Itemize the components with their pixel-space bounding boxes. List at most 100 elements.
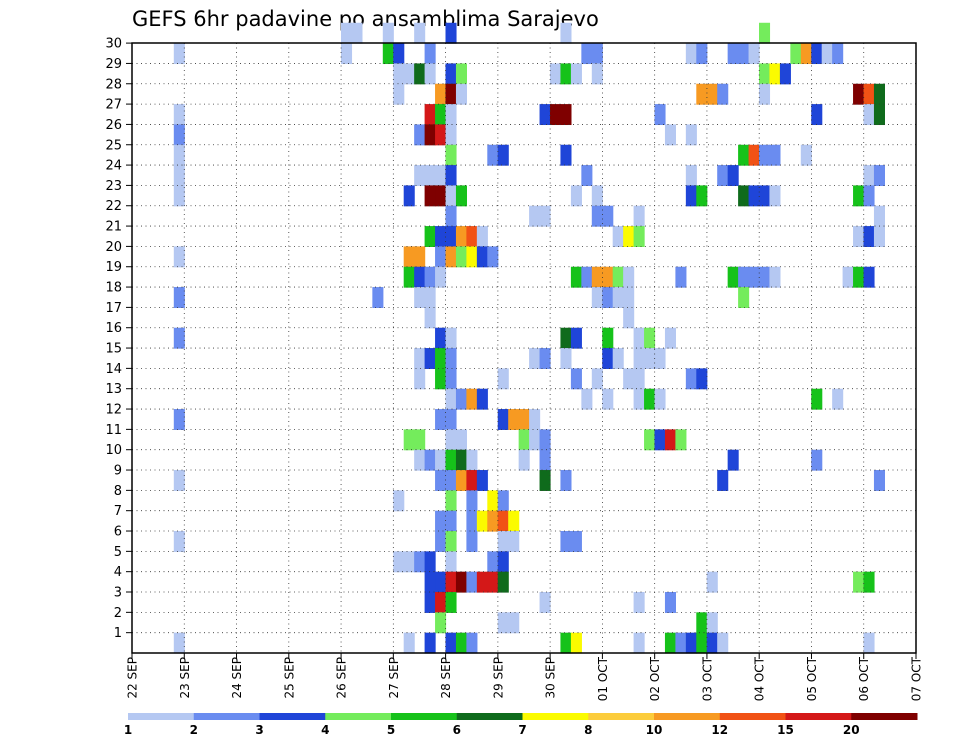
heatmap-cell [560, 144, 572, 166]
heatmap-cell [518, 449, 530, 471]
heatmap-cell [612, 348, 624, 369]
heatmap-cell [539, 348, 551, 369]
heatmap-cell [696, 43, 708, 65]
heatmap-cell [748, 144, 760, 166]
heatmap-cell [623, 287, 635, 308]
x-tick-label: 07 OCT [910, 656, 924, 701]
heatmap-cell [675, 632, 687, 654]
heatmap-cell [602, 287, 614, 308]
heatmap-cell [529, 409, 541, 430]
heatmap-cell [445, 83, 457, 105]
heatmap-cell [654, 348, 666, 369]
heatmap-cell [706, 83, 718, 105]
heatmap-cell [612, 226, 624, 247]
x-tick-label: 22 SEP [126, 657, 140, 699]
x-tick-label: 04 OCT [753, 656, 767, 701]
y-tick-label: 29 [105, 57, 122, 72]
heatmap-cell [445, 551, 457, 573]
heatmap-cell [738, 287, 750, 308]
colorbar-segment [851, 713, 918, 720]
heatmap-cell [424, 63, 436, 85]
heatmap-cell [497, 551, 509, 573]
x-tick-label: 23 SEP [178, 657, 192, 699]
heatmap-cell [424, 551, 436, 573]
heatmap-cell [581, 165, 593, 187]
heatmap-cell [685, 124, 697, 146]
heatmap-cell [393, 63, 405, 85]
heatmap-cell [706, 612, 718, 634]
heatmap-cell [759, 63, 771, 85]
heatmap-cell [455, 185, 467, 207]
heatmap-cell [414, 165, 426, 187]
heatmap-cell [769, 266, 781, 288]
heatmap-cell [591, 368, 603, 390]
colorbar-segment [522, 713, 589, 720]
y-tick-label: 5 [114, 545, 122, 560]
heatmap-cell [591, 266, 603, 288]
heatmap-cell [435, 348, 447, 369]
heatmap-cell [863, 165, 875, 187]
heatmap-cell [664, 124, 676, 146]
x-tick-label: 05 OCT [805, 656, 819, 701]
heatmap-cell [487, 490, 499, 512]
heatmap-cell [403, 246, 415, 268]
heatmap-cell [821, 43, 833, 65]
y-tick-label: 13 [105, 382, 122, 397]
heatmap-cell [759, 22, 771, 44]
heatmap-cell [748, 43, 760, 65]
y-tick-label: 9 [114, 464, 122, 479]
heatmap-cell [445, 388, 457, 410]
y-tick-label: 16 [105, 321, 122, 336]
heatmap-cell [445, 63, 457, 85]
heatmap-cell [445, 327, 457, 349]
heatmap-cell [832, 43, 844, 65]
y-axis: 1234567891011121314151617181920212223242… [105, 37, 132, 641]
heatmap-cell [759, 83, 771, 105]
heatmap-cell [664, 592, 676, 613]
heatmap-cell [654, 429, 666, 451]
heatmap-cell [727, 165, 739, 187]
heatmap-cell [445, 409, 457, 430]
y-tick-label: 6 [114, 525, 122, 540]
y-tick-label: 25 [105, 138, 122, 153]
y-tick-label: 21 [105, 220, 122, 235]
heatmap-cell [487, 571, 499, 593]
heatmap-cell [445, 124, 457, 146]
heatmap-cell [445, 592, 457, 613]
heatmap-cell [853, 185, 865, 207]
heatmap-cell [445, 226, 457, 247]
heatmap-cell [570, 531, 582, 552]
colorbar-label: 1 [124, 723, 132, 737]
y-tick-label: 23 [105, 179, 122, 194]
heatmap-cell [476, 388, 488, 410]
heatmap-cell [435, 612, 447, 634]
heatmap-cell [570, 632, 582, 654]
heatmap-cell [497, 531, 509, 552]
heatmap-cell [591, 185, 603, 207]
heatmap-cell [173, 124, 185, 146]
heatmap-cell [351, 22, 363, 44]
heatmap-cell [466, 510, 478, 532]
heatmap-cell [414, 63, 426, 85]
heatmap-cell [497, 571, 509, 593]
heatmap-cell [591, 63, 603, 85]
heatmap-cell [623, 266, 635, 288]
heatmap-cell [623, 307, 635, 329]
heatmap-cell [591, 205, 603, 227]
x-tick-label: 28 SEP [439, 657, 453, 699]
y-tick-label: 8 [114, 484, 122, 499]
heatmap-cell [800, 144, 812, 166]
heatmap-cell [790, 43, 802, 65]
heatmap-cell [455, 470, 467, 491]
heatmap-cell [769, 185, 781, 207]
heatmap-cell [173, 43, 185, 65]
colorbar-legend: 1 2 3 4 5 6 7 8 10 12 15 20 [124, 713, 918, 737]
heatmap-cell [675, 429, 687, 451]
heatmap-cell [529, 429, 541, 451]
heatmap-cell [424, 632, 436, 654]
heatmap-cell [173, 104, 185, 126]
x-tick-label: 29 SEP [491, 657, 505, 699]
heatmap-cell [738, 43, 750, 65]
heatmap-cell [644, 327, 656, 349]
heatmap-cell [717, 632, 729, 654]
